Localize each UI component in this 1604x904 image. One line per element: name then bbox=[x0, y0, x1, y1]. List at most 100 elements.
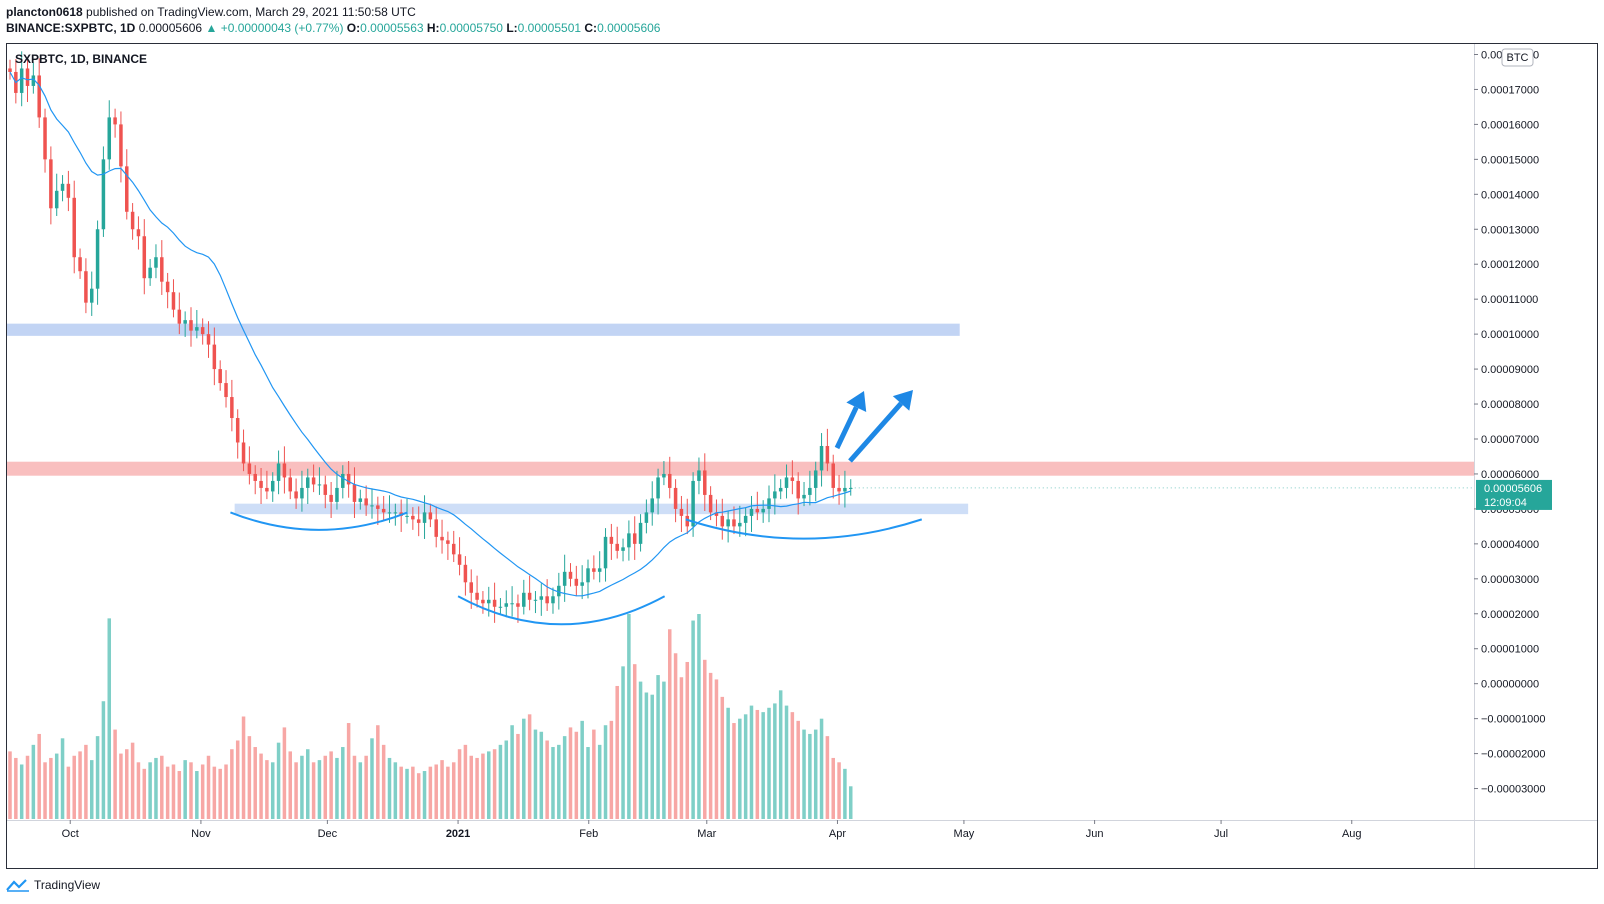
currency-badge-box bbox=[1501, 48, 1534, 67]
volume-bar bbox=[446, 766, 450, 819]
candle-body bbox=[557, 585, 561, 597]
volume-bar bbox=[78, 751, 82, 819]
volume-bar bbox=[323, 755, 328, 819]
candle-body bbox=[265, 487, 269, 492]
candle-body bbox=[8, 68, 12, 72]
volume-bar bbox=[738, 718, 742, 819]
candle-body bbox=[282, 463, 287, 478]
volume-bar bbox=[142, 768, 147, 819]
volume-bar bbox=[89, 760, 94, 819]
volume-bar bbox=[8, 751, 12, 819]
volume-bar bbox=[200, 764, 205, 819]
candle-body bbox=[650, 498, 654, 513]
volume-bar bbox=[154, 757, 158, 819]
volume-bar bbox=[457, 749, 462, 819]
y-tick-label: 0.00011000 bbox=[1481, 294, 1538, 306]
candle-body bbox=[37, 75, 41, 118]
candle-body bbox=[165, 281, 170, 293]
candle-body bbox=[422, 512, 427, 523]
volume-bar bbox=[119, 753, 123, 819]
volume-bar bbox=[206, 755, 211, 819]
published-text: published on TradingView.com, March 29, … bbox=[86, 5, 416, 19]
candle-body bbox=[644, 512, 649, 523]
candle-body bbox=[656, 477, 660, 499]
candle-body bbox=[574, 578, 579, 586]
candle-body bbox=[796, 480, 800, 499]
volume-bar bbox=[580, 720, 584, 819]
volume-bar bbox=[160, 755, 164, 819]
moving-average-line bbox=[9, 71, 851, 597]
x-tick-label: Jul bbox=[1214, 828, 1228, 840]
volume-bar bbox=[335, 757, 339, 819]
candle-body bbox=[597, 568, 602, 572]
volume-bar bbox=[428, 766, 433, 819]
candle-body bbox=[142, 236, 147, 279]
volume-bar bbox=[463, 744, 468, 819]
candle-body bbox=[387, 512, 392, 514]
candle-body bbox=[259, 480, 263, 488]
volume-bar bbox=[743, 714, 748, 819]
volume-bar bbox=[393, 762, 398, 819]
candle-body bbox=[825, 445, 830, 464]
candle-body bbox=[609, 536, 614, 544]
chart-frame[interactable] bbox=[6, 43, 1598, 869]
y-tick-label: 0.00007000 bbox=[1481, 434, 1539, 446]
volume-bar bbox=[522, 718, 526, 819]
candle-body bbox=[749, 508, 754, 516]
candle-body bbox=[72, 197, 76, 258]
candle-body bbox=[329, 494, 333, 502]
candle-body bbox=[317, 484, 322, 486]
candle-body bbox=[241, 442, 246, 464]
candle-body bbox=[107, 117, 112, 160]
candle-body bbox=[376, 505, 380, 509]
candle-body bbox=[703, 470, 707, 495]
volume-bar bbox=[667, 629, 672, 819]
candle-body bbox=[276, 463, 281, 481]
volume-bar bbox=[487, 751, 491, 819]
footer-brand[interactable]: TradingView bbox=[6, 878, 100, 892]
high-value: 0.00005750 bbox=[439, 21, 503, 35]
candle-body bbox=[89, 288, 94, 303]
volume-bar bbox=[171, 764, 176, 819]
volume-bar bbox=[43, 762, 47, 819]
high-label: H: bbox=[426, 21, 440, 35]
volume-bar bbox=[416, 773, 421, 819]
volume-bar bbox=[691, 620, 695, 819]
volume-bar bbox=[498, 744, 503, 819]
candle-body bbox=[206, 334, 211, 345]
candle-body bbox=[177, 309, 182, 324]
volume-bar bbox=[317, 760, 322, 819]
y-tick-label: 0.00001000 bbox=[1481, 644, 1539, 656]
volume-bar bbox=[66, 766, 71, 819]
candle-body bbox=[370, 505, 374, 507]
volume-bar bbox=[352, 755, 357, 819]
candle-body bbox=[113, 117, 117, 125]
volume-bar bbox=[381, 744, 386, 819]
volume-bar bbox=[755, 709, 760, 819]
candle-body bbox=[667, 473, 672, 488]
y-tick-label: 0.00016000 bbox=[1481, 119, 1539, 131]
close-label: C: bbox=[584, 21, 598, 35]
candle-body bbox=[498, 606, 503, 608]
volume-bar bbox=[761, 712, 765, 819]
candle-body bbox=[732, 519, 736, 527]
candle-body bbox=[615, 543, 619, 551]
volume-bar bbox=[451, 762, 456, 819]
candle-body bbox=[451, 543, 456, 555]
publisher-name[interactable]: plancton0618 bbox=[6, 5, 83, 19]
volume-bar bbox=[825, 736, 830, 819]
candle-body bbox=[627, 533, 631, 548]
x-tick-label: Feb bbox=[579, 828, 598, 840]
candle-body bbox=[84, 271, 88, 303]
arrow-head bbox=[892, 390, 913, 411]
volume-bar bbox=[370, 738, 374, 819]
candle-body bbox=[352, 484, 357, 502]
candle-body bbox=[323, 484, 328, 495]
candle-body bbox=[586, 568, 590, 583]
candle-body bbox=[755, 508, 760, 513]
x-tick-label: Aug bbox=[1342, 828, 1362, 840]
volume-bar bbox=[329, 751, 333, 819]
volume-bar bbox=[346, 723, 351, 819]
volume-bar bbox=[813, 729, 818, 819]
